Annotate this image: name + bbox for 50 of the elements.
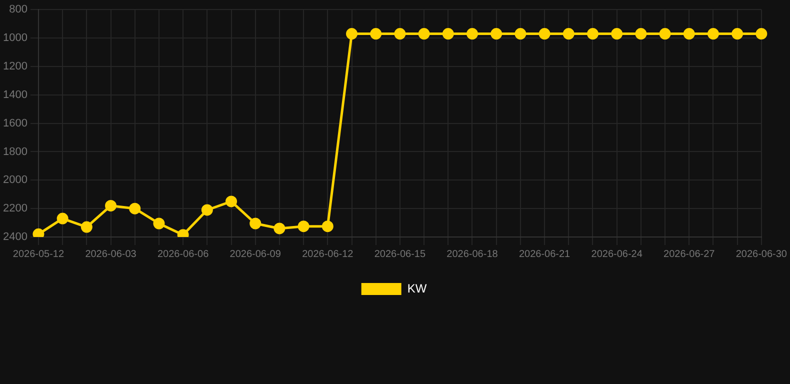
point [274, 222, 286, 234]
y-tick-label: 1800 [2, 146, 28, 158]
y-tick-label: 1200 [2, 60, 28, 72]
point [442, 28, 454, 40]
x-tick-label: 2026-06-27 [664, 248, 716, 260]
point [683, 28, 695, 40]
point [394, 28, 406, 40]
x-tick-label: 2026-05-12 [12, 248, 64, 260]
y-tick-label: 2200 [2, 202, 28, 215]
point [707, 28, 719, 40]
point [250, 218, 262, 230]
point [418, 28, 430, 40]
y-tick-label: 1000 [2, 32, 28, 44]
y-tick-label: 2400 [2, 231, 28, 244]
x-tick-label: 2026-06-24 [591, 248, 643, 260]
x-tick-label: 2026-06-12 [302, 248, 354, 260]
point [129, 202, 141, 214]
x-tick-label: 2026-06-06 [157, 248, 210, 260]
point [732, 28, 744, 40]
point [80, 221, 92, 233]
point [562, 28, 574, 40]
point [153, 218, 165, 230]
point [346, 28, 358, 40]
point [201, 204, 213, 216]
point [298, 220, 310, 232]
point [635, 28, 647, 40]
x-tick-label: 2026-06-03 [85, 248, 137, 260]
point [105, 200, 117, 212]
point [538, 28, 550, 40]
y-tick-label: 800 [9, 4, 28, 16]
legend-label: KW [407, 281, 428, 296]
point [226, 196, 238, 208]
point [490, 28, 502, 40]
y-tick-label: 2000 [2, 174, 28, 186]
point [370, 28, 382, 40]
y-tick-label: 1400 [2, 88, 28, 101]
x-tick-label: 2026-06-18 [446, 248, 498, 260]
point [586, 28, 598, 40]
point [56, 212, 68, 224]
x-tick-label: 2026-06-09 [230, 248, 282, 260]
point [322, 220, 334, 232]
y-tick-label: 1600 [2, 117, 28, 130]
point [756, 28, 768, 40]
point [659, 28, 671, 40]
x-tick-label: 2026-06-30 [736, 248, 788, 260]
point [611, 28, 623, 40]
point [514, 28, 526, 40]
x-tick-label: 2026-06-21 [518, 248, 571, 260]
x-tick-label: 2026-06-15 [374, 248, 426, 260]
point [466, 28, 478, 40]
